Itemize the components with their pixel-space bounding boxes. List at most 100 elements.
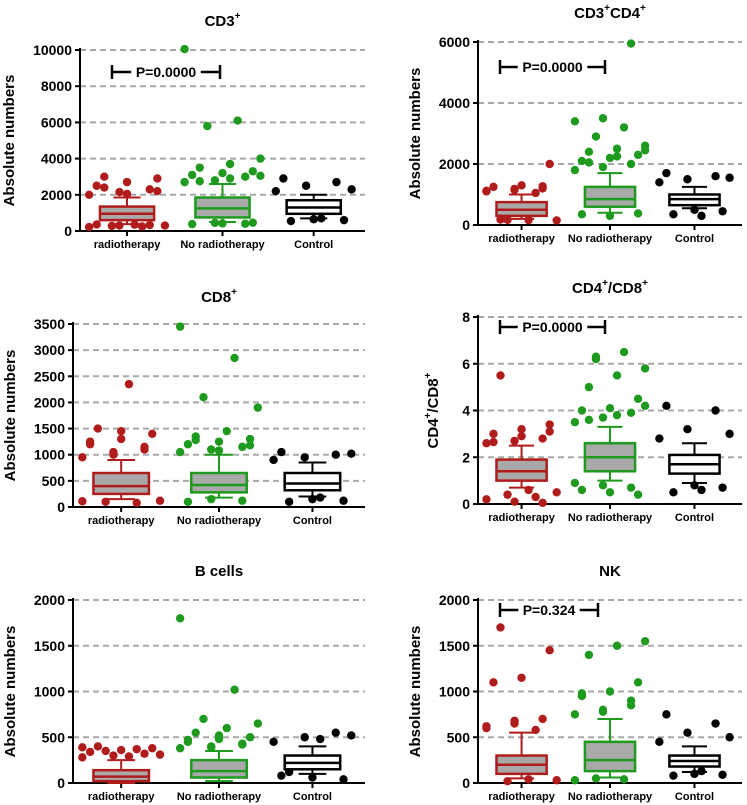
outlier-point xyxy=(626,483,636,492)
outlier-point xyxy=(339,775,348,784)
x-tick-label: No radiotherapy xyxy=(568,512,653,524)
y-tick-label: 2000 xyxy=(439,156,470,172)
outlier-point xyxy=(230,685,239,694)
title-text-2: CD4 xyxy=(610,5,641,22)
outlier-point xyxy=(269,737,278,747)
outlier-point xyxy=(496,371,505,380)
outlier-point xyxy=(279,174,288,183)
outlier-point xyxy=(577,406,587,415)
outlier-point xyxy=(510,497,519,506)
outlier-point xyxy=(199,393,208,402)
outlier-point xyxy=(570,417,580,427)
outlier-point xyxy=(300,453,309,462)
outlier-point xyxy=(256,154,265,163)
y-tick-label: 0 xyxy=(57,775,65,791)
outlier-point xyxy=(316,493,325,502)
outlier-point xyxy=(253,403,263,412)
outlier-point xyxy=(669,771,678,780)
x-tick-label: radiotherapy xyxy=(488,233,556,245)
outlier-point xyxy=(612,371,622,380)
outlier-point xyxy=(222,723,231,733)
outlier-point xyxy=(331,728,340,737)
box-iqr xyxy=(92,471,151,496)
outlier-point xyxy=(187,170,197,180)
ylabel-text: Absolute numbers xyxy=(2,626,19,758)
outlier-point xyxy=(612,410,622,420)
outlier-point xyxy=(605,153,615,163)
y-tick-label: 6000 xyxy=(439,34,470,50)
title-superscript: + xyxy=(231,287,237,298)
outlier-point xyxy=(145,220,154,230)
outlier-point xyxy=(538,714,547,724)
outlier-point xyxy=(248,218,258,227)
outlier-point xyxy=(122,177,132,187)
y-tick-label: 4000 xyxy=(439,95,470,111)
outlier-point xyxy=(248,167,258,176)
outlier-point xyxy=(503,490,512,499)
outlier-point xyxy=(591,352,601,361)
outlier-point xyxy=(517,181,526,190)
p-value-label: P=0.0000 xyxy=(522,319,583,335)
p-value-label: P=0.324 xyxy=(523,602,576,618)
outlier-point xyxy=(584,650,594,660)
outlier-point xyxy=(605,403,615,413)
panel-2: 0 2000 4000 6000 radiotherapy No radiotherapy… xyxy=(407,3,742,245)
outlier-point xyxy=(640,146,650,155)
box-iqr xyxy=(190,471,248,494)
outlier-point xyxy=(175,614,185,623)
outlier-point xyxy=(697,211,706,221)
outlier-point xyxy=(222,426,231,436)
outlier-point xyxy=(545,646,554,655)
x-tick-label: No radiotherapy xyxy=(180,239,265,251)
outlier-point xyxy=(148,744,157,753)
y-tick-label: 8 xyxy=(462,309,470,325)
x-tick-label: Control xyxy=(675,791,714,803)
y-tick-label: 4000 xyxy=(41,151,72,167)
box-control xyxy=(655,168,734,221)
outlier-point xyxy=(140,749,149,758)
outlier-point xyxy=(626,159,636,169)
outlier-point xyxy=(489,678,498,687)
x-tick-label: Control xyxy=(294,239,333,251)
box-control xyxy=(271,174,356,226)
panel-6: 0 500 1000 1500 2000 radiotherapy No radiother… xyxy=(407,563,742,803)
box-no-radiotherapy xyxy=(180,44,265,229)
outlier-point xyxy=(524,215,533,225)
outlier-point xyxy=(489,437,498,447)
outlier-point xyxy=(489,429,498,439)
outlier-point xyxy=(633,209,643,218)
outlier-point xyxy=(132,744,141,754)
box-iqr xyxy=(583,740,637,773)
outlier-point xyxy=(101,746,110,756)
x-tick-label: Control xyxy=(675,512,714,524)
x-tick-label: radiotherapy xyxy=(88,791,156,803)
outlier-point xyxy=(225,159,235,169)
outlier-point xyxy=(725,173,734,182)
outlier-point xyxy=(155,750,165,759)
outlier-point xyxy=(683,728,692,737)
outlier-point xyxy=(619,775,629,784)
p-value-annotation: P=0.0000 xyxy=(110,64,222,80)
outlier-point xyxy=(175,322,185,331)
outlier-point xyxy=(84,190,94,199)
outlier-point xyxy=(612,641,622,650)
outlier-point xyxy=(153,186,162,196)
outlier-point xyxy=(482,722,491,731)
outlier-point xyxy=(633,490,643,499)
outlier-point xyxy=(531,188,540,198)
p-value-label: P=0.0000 xyxy=(136,64,197,80)
title-superscript: + xyxy=(235,11,241,22)
outlier-point xyxy=(100,183,109,192)
outlier-point xyxy=(482,439,491,448)
outlier-point xyxy=(180,177,189,187)
x-tick-label: Control xyxy=(293,791,332,803)
y-axis-label: Absolute numbers xyxy=(2,626,19,758)
outlier-point xyxy=(214,437,224,446)
outlier-point xyxy=(160,221,170,230)
box-no-radiotherapy xyxy=(570,347,650,499)
box-control xyxy=(655,710,734,780)
outlier-point xyxy=(482,186,491,196)
outlier-point xyxy=(85,437,95,446)
outlier-point xyxy=(584,158,594,167)
p-value-label: P=0.0000 xyxy=(522,59,583,75)
